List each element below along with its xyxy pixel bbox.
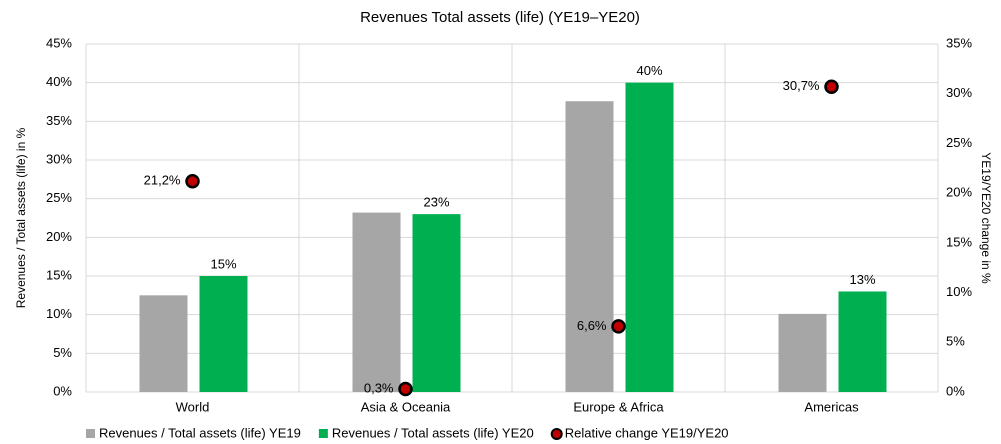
y2-tick-label: 30% [946,85,972,100]
y-tick-label: 40% [46,74,72,89]
y-tick-label: 45% [46,35,72,50]
y-tick-label: 35% [46,113,72,128]
y-axis-label: Revenues / Total assets (life) in % [14,127,28,308]
y-tick-label: 30% [46,151,72,166]
data-label: 0,3% [364,380,394,395]
change-dot [398,381,413,397]
y2-tick-label: 15% [946,234,972,249]
legend-label: Revenues / Total assets (life) YE20 [332,425,534,440]
bar [199,276,248,392]
data-label: 13% [849,272,875,287]
y-tick-label: 0% [53,383,72,398]
y2-tick-label: 20% [946,185,972,200]
x-tick-label: Europe & Africa [573,399,664,414]
change-dot [824,79,839,95]
data-label: 23% [423,195,449,210]
y2-tick-label: 25% [946,135,972,150]
y-tick-label: 20% [46,229,72,244]
data-label: 6,6% [577,318,607,333]
data-label: 21,2% [144,173,181,188]
legend-marker [318,429,328,438]
x-tick-label: World [176,399,210,414]
data-label: 15% [210,256,236,271]
x-tick-label: Americas [804,399,859,414]
bar [412,214,461,392]
y2-tick-label: 35% [946,35,972,50]
bar [838,291,887,392]
x-tick-label: Asia & Oceania [361,399,451,414]
y-tick-label: 10% [46,306,72,321]
legend-label: Relative change YE19/YE20 [565,425,729,440]
chart-title: Revenues Total assets (life) (YE19–YE20) [360,9,640,26]
bar [139,295,188,392]
change-dot [185,173,200,189]
bar [625,82,674,393]
y-tick-label: 25% [46,190,72,205]
bar [352,212,401,392]
legend-marker [86,429,95,438]
y-tick-label: 15% [46,267,72,282]
y2-axis-label: YE19/YE20 change in % [979,152,993,284]
change-dot [611,319,626,334]
bar [778,313,827,392]
data-label: 30,7% [783,78,820,93]
legend-marker [550,428,563,440]
y2-tick-label: 5% [946,334,965,349]
y2-tick-label: 10% [946,284,972,299]
y-tick-label: 5% [53,345,72,360]
legend-label: Revenues / Total assets (life) YE19 [99,425,301,440]
bar [565,101,614,392]
y2-tick-label: 0% [946,383,965,398]
data-label: 40% [636,63,662,78]
